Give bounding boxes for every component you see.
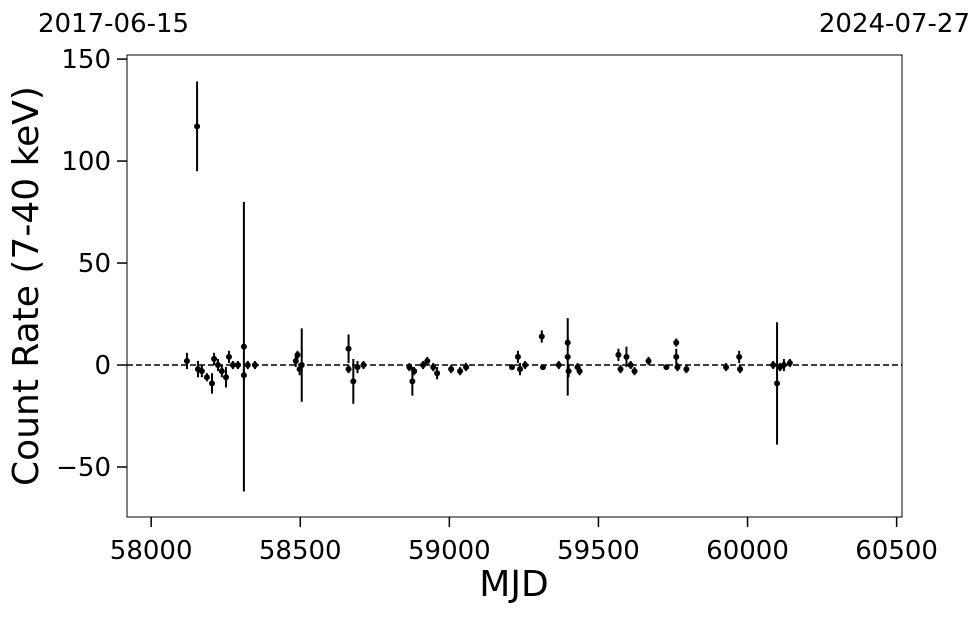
data-point xyxy=(294,351,301,358)
x-tick-label: 59000 xyxy=(408,536,491,566)
data-point xyxy=(350,378,357,385)
data-point xyxy=(631,368,638,375)
data-point xyxy=(780,362,787,369)
x-tick-label: 59500 xyxy=(557,536,640,566)
data-point xyxy=(786,360,793,366)
data-point xyxy=(514,353,521,360)
data-point xyxy=(234,362,241,369)
data-point xyxy=(251,362,258,369)
data-point xyxy=(244,362,251,369)
data-point xyxy=(555,362,562,369)
data-point xyxy=(292,357,299,364)
data-point xyxy=(457,368,464,375)
data-point xyxy=(409,378,416,385)
data-point xyxy=(183,357,190,364)
data-point xyxy=(420,362,427,369)
x-tick-label: 58000 xyxy=(110,536,193,566)
data-point xyxy=(198,368,205,375)
data-point xyxy=(683,366,690,373)
data-point xyxy=(737,366,744,373)
data-point xyxy=(194,123,201,130)
data-point xyxy=(203,374,210,381)
data-point xyxy=(424,357,431,364)
data-point xyxy=(208,380,215,387)
start-date-label: 2017-06-15 xyxy=(38,9,189,39)
data-point xyxy=(627,362,634,369)
data-point xyxy=(240,343,247,350)
data-point xyxy=(674,364,681,371)
data-point xyxy=(774,380,781,387)
y-axis-label: Count Rate (7-40 keV) xyxy=(6,86,47,486)
data-point xyxy=(508,364,515,371)
data-point xyxy=(663,364,670,371)
data-point xyxy=(564,339,571,346)
x-tick-label: 60000 xyxy=(706,536,789,566)
plot-frame xyxy=(126,54,903,518)
data-point xyxy=(565,368,572,375)
data-point xyxy=(673,353,680,360)
data-point xyxy=(225,353,232,360)
data-point xyxy=(406,364,413,371)
data-point xyxy=(214,362,221,369)
data-point xyxy=(354,364,361,371)
data-point xyxy=(240,372,247,379)
data-point xyxy=(673,339,680,346)
data-point xyxy=(538,333,545,340)
data-point xyxy=(522,362,529,369)
data-point xyxy=(298,362,305,369)
data-point xyxy=(645,357,652,364)
data-point xyxy=(229,362,236,369)
data-point xyxy=(345,345,352,352)
x-tick-label: 58500 xyxy=(259,536,342,566)
y-tick-label: 50 xyxy=(78,249,111,279)
y-tick-label: 0 xyxy=(94,351,111,381)
data-point xyxy=(576,368,583,375)
data-point xyxy=(517,366,524,373)
data-point xyxy=(623,353,630,360)
end-date-label: 2024-07-27 xyxy=(819,9,970,39)
data-point xyxy=(615,351,622,358)
data-point xyxy=(564,353,571,360)
data-point xyxy=(434,370,441,377)
data-point xyxy=(617,366,624,373)
x-tick-label: 60500 xyxy=(855,536,938,566)
data-point xyxy=(736,353,743,360)
x-axis-label: MJD xyxy=(479,564,548,605)
data-point xyxy=(770,362,777,369)
data-point xyxy=(539,364,546,371)
data-point xyxy=(211,355,218,362)
y-tick-label: 150 xyxy=(61,45,111,75)
data-point xyxy=(360,362,367,369)
y-tick-label: −50 xyxy=(56,453,111,483)
data-point xyxy=(411,368,418,375)
data-point xyxy=(430,364,437,371)
data-point xyxy=(222,374,229,381)
data-point xyxy=(463,364,470,371)
y-tick-label: 100 xyxy=(61,147,111,177)
data-point xyxy=(345,366,352,373)
data-point xyxy=(723,364,730,371)
data-point xyxy=(218,368,225,375)
data-point xyxy=(448,366,455,373)
